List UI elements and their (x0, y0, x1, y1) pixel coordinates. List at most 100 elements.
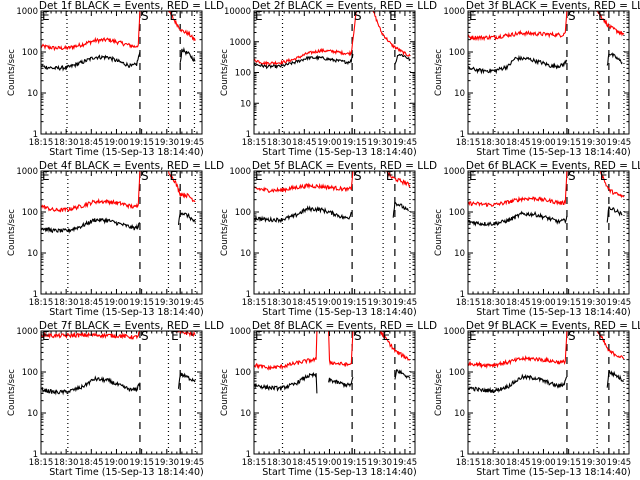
plot-area (468, 171, 625, 294)
x-axis-label: Start Time (15-Sep-13 18:14:40) (49, 307, 204, 318)
interval-end-marker: E (42, 9, 50, 23)
interval-start-marker: S (141, 329, 149, 343)
y-tick-label: 1 (246, 130, 251, 140)
y-tick-label: 100 (235, 208, 251, 218)
series-events-line (606, 369, 624, 388)
y-axis-label: Counts/sec (434, 49, 444, 96)
y-tick-label: 10000 (224, 7, 251, 17)
series-lld-line (468, 11, 568, 42)
plot-area (254, 11, 411, 134)
x-axis-label: Start Time (15-Sep-13 18:14:40) (262, 307, 417, 318)
x-tick-label: 19:00 (104, 458, 129, 468)
interval-end-marker: E (42, 329, 50, 343)
x-tick-label: 18:30 (481, 138, 506, 148)
interval-start-marker: S (141, 9, 149, 23)
series-events-line (468, 54, 568, 75)
series-lld-line (254, 171, 354, 194)
panel-det9f: Det 9f BLACK = Events, RED = LLD 1 10 100 10… (434, 320, 640, 478)
y-axis-label: Counts/sec (434, 369, 444, 416)
x-tick-label: 19:45 (607, 298, 632, 308)
x-tick-label: 18:30 (54, 298, 79, 308)
x-tick-label: 18:45 (292, 458, 317, 468)
x-tick-label: 19:15 (556, 298, 581, 308)
interval-start-marker: S (568, 169, 576, 183)
series-lld-line (596, 331, 625, 360)
x-tick-label: 19:15 (342, 298, 367, 308)
panel-det3f: Det 3f BLACK = Events, RED = LLD 1 10 100 10… (434, 0, 640, 158)
y-tick-label: 1 (460, 450, 465, 460)
x-tick-label: 19:45 (607, 138, 632, 148)
y-tick-label: 10 (454, 249, 465, 259)
x-tick-label: 19:00 (317, 138, 342, 148)
series-lld-line (41, 331, 141, 340)
x-tick-label: 19:30 (155, 298, 180, 308)
y-tick-label: 100 (449, 368, 465, 378)
x-tick-label: 19:15 (556, 458, 581, 468)
x-tick-label: 18:45 (79, 138, 104, 148)
x-tick-label: 18:30 (481, 458, 506, 468)
interval-start-marker: S (354, 9, 362, 23)
x-tick-label: 19:30 (582, 138, 607, 148)
interval-end-marker: E (469, 329, 477, 343)
plot-frame (467, 10, 630, 135)
x-axis-label: Start Time (15-Sep-13 18:14:40) (262, 467, 417, 478)
interval-end-marker: E (255, 329, 263, 343)
interval-end-marker: E (469, 169, 477, 183)
interval-end-marker: E (171, 329, 179, 343)
x-tick-label: 19:30 (368, 458, 393, 468)
x-axis-label: Start Time (15-Sep-13 18:14:40) (476, 147, 631, 158)
series-lld-line (41, 171, 141, 213)
interval-start-marker: S (568, 329, 576, 343)
x-axis-label: Start Time (15-Sep-13 18:14:40) (49, 467, 204, 478)
y-axis-label: Counts/sec (7, 49, 17, 96)
x-tick-label: 18:45 (292, 298, 317, 308)
series-events-line (394, 53, 411, 65)
panel-title: Det 3f BLACK = Events, RED = LLD (466, 0, 640, 12)
panel-title: Det 9f BLACK = Events, RED = LLD (466, 320, 640, 332)
x-tick-label: 18:15 (29, 138, 54, 148)
y-axis-label: Counts/sec (7, 209, 17, 256)
x-tick-label: 19:00 (531, 458, 556, 468)
plot-area (41, 331, 196, 454)
interval-end-marker: E (169, 9, 177, 23)
panel-det7f: Det 7f BLACK = Events, RED = LLD 1 10 100 10… (7, 320, 224, 478)
x-tick-label: 19:00 (104, 138, 129, 148)
x-tick-label: 18:30 (481, 298, 506, 308)
series-events-line (41, 217, 141, 234)
series-lld-line (468, 171, 568, 208)
y-axis-label: Counts/sec (7, 369, 17, 416)
x-axis-label: Start Time (15-Sep-13 18:14:40) (262, 147, 417, 158)
series-lld-line (328, 331, 354, 367)
interval-end-marker: E (382, 329, 390, 343)
y-tick-label: 1 (246, 290, 251, 300)
series-events-line (41, 375, 141, 396)
x-axis-label: Start Time (15-Sep-13 18:14:40) (476, 307, 631, 318)
interval-end-marker: E (255, 9, 263, 23)
series-events-line (179, 46, 196, 63)
y-tick-label: 1 (33, 130, 38, 140)
series-events-line (394, 369, 411, 380)
y-tick-label: 10 (27, 89, 38, 99)
interval-start-marker: S (354, 329, 362, 343)
y-tick-label: 1000 (229, 38, 251, 48)
panel-title: Det 8f BLACK = Events, RED = LLD (252, 320, 437, 332)
interval-end-marker: E (600, 169, 608, 183)
x-tick-label: 18:45 (506, 458, 531, 468)
series-lld-line (168, 11, 196, 42)
y-tick-label: 1000 (443, 167, 465, 177)
y-tick-label: 10 (27, 249, 38, 259)
y-tick-label: 1 (460, 130, 465, 140)
x-tick-label: 19:30 (582, 458, 607, 468)
x-tick-label: 19:15 (342, 138, 367, 148)
y-tick-label: 1 (246, 450, 251, 460)
y-tick-label: 1000 (443, 7, 465, 17)
x-tick-label: 18:30 (54, 458, 79, 468)
y-axis-label: Counts/sec (220, 49, 230, 96)
y-tick-label: 100 (235, 368, 251, 378)
x-tick-label: 19:00 (104, 298, 129, 308)
x-tick-label: 18:30 (267, 298, 292, 308)
x-tick-label: 18:15 (456, 138, 481, 148)
x-tick-label: 19:45 (393, 138, 418, 148)
x-tick-label: 18:45 (506, 138, 531, 148)
plot-area (254, 171, 411, 294)
